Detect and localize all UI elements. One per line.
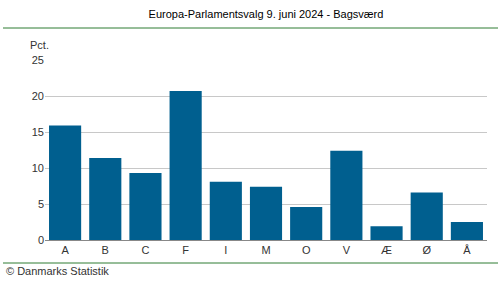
svg-text:O: O [302, 244, 311, 256]
svg-text:A: A [61, 244, 69, 256]
svg-text:C: C [141, 244, 149, 256]
svg-text:25: 25 [32, 54, 44, 66]
svg-text:5: 5 [38, 198, 44, 210]
svg-text:10: 10 [32, 162, 44, 174]
svg-text:Pct.: Pct. [30, 39, 49, 51]
svg-text:F: F [182, 244, 189, 256]
svg-text:Europa-Parlamentsvalg 9. juni: Europa-Parlamentsvalg 9. juni 2024 - Bag… [149, 8, 384, 20]
svg-text:15: 15 [32, 126, 44, 138]
svg-text:Å: Å [463, 244, 471, 256]
svg-text:Æ: Æ [381, 244, 392, 256]
svg-text:B: B [102, 244, 109, 256]
svg-text:M: M [261, 244, 270, 256]
svg-text:V: V [343, 244, 351, 256]
svg-text:© Danmarks Statistik: © Danmarks Statistik [6, 265, 109, 277]
svg-text:20: 20 [32, 90, 44, 102]
svg-text:0: 0 [38, 234, 44, 246]
svg-text:I: I [224, 244, 227, 256]
svg-text:Ø: Ø [422, 244, 431, 256]
